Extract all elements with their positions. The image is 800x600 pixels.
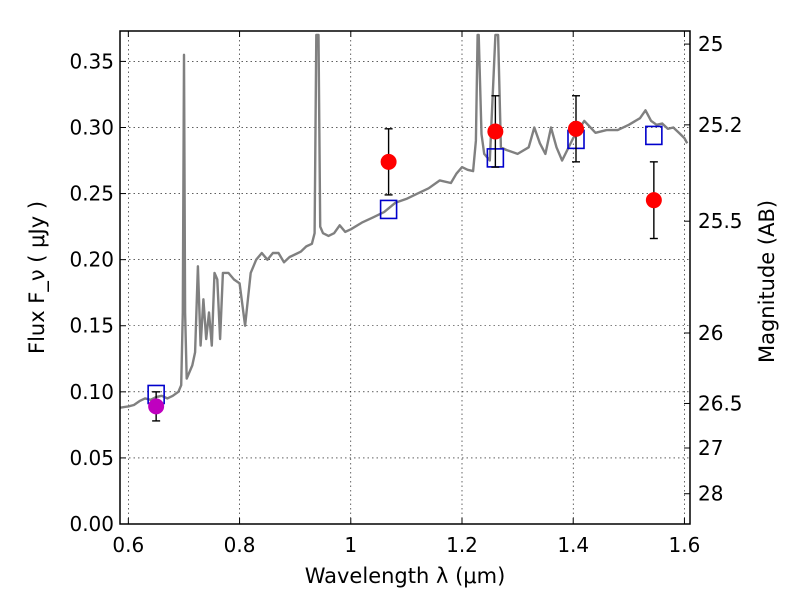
- right-axis-label: Magnitude (AB): [755, 200, 779, 363]
- axis-ticks: 0.6 0.8 1 1.2 1.4 1.6 0.00 0.05 0.10 0.15 0.20 0.25…: [69, 31, 743, 557]
- model-spectrum-line: [120, 33, 689, 409]
- y-tick-label: 0.20: [69, 248, 114, 272]
- y-tick-label: 0.15: [69, 314, 114, 338]
- x-tick-label: 1.2: [446, 533, 478, 557]
- right-tick-label: 26: [698, 321, 723, 345]
- x-tick-label: 0.6: [112, 533, 144, 557]
- x-tick-label: 0.8: [224, 533, 256, 557]
- optical-point: [148, 398, 165, 415]
- right-tick-label: 27: [698, 436, 723, 460]
- right-tick-label: 25.2: [698, 113, 743, 137]
- y-tick-label: 0.25: [69, 182, 114, 206]
- grid-lines: [120, 31, 690, 525]
- y-tick-label: 0.30: [69, 115, 114, 139]
- observed-point: [487, 123, 504, 140]
- right-tick-label: 25: [698, 32, 723, 56]
- y-tick-label: 0.05: [69, 446, 114, 470]
- y-tick-label: 0.00: [69, 512, 114, 536]
- right-tick-label: 25.5: [698, 209, 743, 233]
- observed-point: [645, 192, 662, 209]
- observed-point: [380, 153, 397, 170]
- x-axis-label: Wavelength λ (μm): [305, 564, 506, 588]
- y-tick-label: 0.35: [69, 49, 114, 73]
- x-tick-label: 1.4: [557, 533, 589, 557]
- right-tick-label: 28: [698, 482, 723, 506]
- model-photometry-square: [645, 125, 663, 146]
- observed-point: [568, 120, 584, 137]
- y-axis-label: Flux F_ν ( μJy ): [25, 201, 50, 354]
- model-photometry-square: [379, 199, 398, 220]
- x-tick-label: 1: [344, 533, 357, 557]
- y-tick-label: 0.10: [69, 380, 114, 404]
- x-tick-label: 1.6: [669, 533, 701, 557]
- right-tick-label: 26.5: [698, 391, 743, 415]
- plot-frame: [119, 30, 691, 525]
- plot-series: [120, 33, 689, 422]
